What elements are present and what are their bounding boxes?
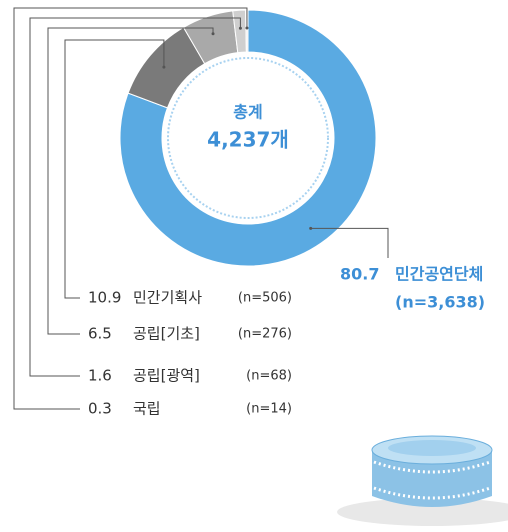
donut	[119, 9, 377, 267]
value-label: 6.5	[88, 325, 112, 343]
value-label: 80.7	[340, 265, 379, 284]
value-label: 10.9	[88, 289, 121, 307]
decoration-cylinder	[337, 435, 508, 526]
category-label: 공립[광역]	[133, 367, 200, 385]
count-label: (n=506)	[238, 291, 292, 306]
category-label: 국립	[133, 400, 161, 418]
leader-line	[64, 39, 165, 299]
count-label: (n=3,638)	[395, 293, 485, 312]
leader-line	[29, 17, 241, 377]
value-label: 0.3	[88, 400, 112, 418]
category-label: 공립[기초]	[133, 325, 200, 343]
category-label: 민간공연단체	[395, 265, 483, 284]
category-label: 민간기획사	[133, 289, 202, 307]
leader-line	[13, 7, 248, 410]
count-label: (n=68)	[246, 369, 292, 384]
center-title: 총계	[233, 103, 262, 122]
donut-slice	[119, 9, 377, 267]
leader-line	[310, 227, 389, 258]
count-label: (n=276)	[238, 327, 292, 342]
leader-line	[47, 27, 214, 335]
inner-ring	[167, 57, 329, 219]
value-label: 1.6	[88, 367, 112, 385]
donut-hole	[162, 52, 334, 224]
count-label: (n=14)	[246, 402, 292, 417]
center-total: 4,237개	[207, 128, 289, 152]
